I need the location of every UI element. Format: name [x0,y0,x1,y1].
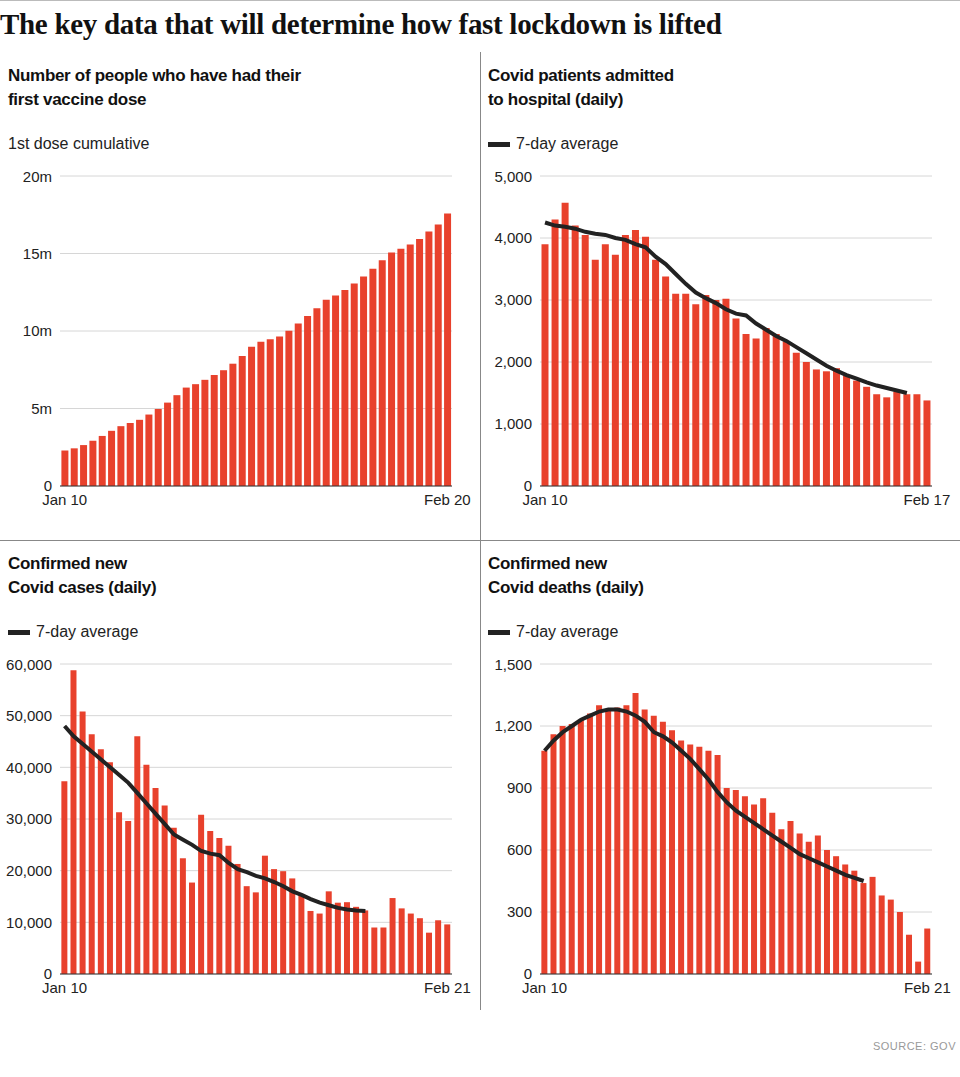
svg-text:0: 0 [44,477,52,494]
svg-text:0: 0 [524,477,532,494]
svg-text:20m: 20m [23,168,52,185]
svg-text:5m: 5m [31,400,52,417]
html-text:7-day average: 7-day average [516,135,619,152]
svg-text:1,000: 1,000 [494,415,532,432]
svg-text:4,000: 4,000 [494,229,532,246]
svg-text:Feb 21: Feb 21 [904,979,951,996]
svg-text:2,000: 2,000 [494,353,532,370]
svg-text:20,000: 20,000 [8,862,52,879]
svg-text:900: 900 [507,779,532,796]
svg-text:50,000: 50,000 [8,707,52,724]
svg-text:40,000: 40,000 [8,759,52,776]
svg-text:Jan 10: Jan 10 [42,490,88,508]
svg-text:60,000: 60,000 [8,656,52,673]
svg-text:10,000: 10,000 [8,914,52,931]
html-text:7-day average: 7-day average [516,623,619,640]
html-text:Covid patients admitted to hos: Covid patients admitted to hospital (dai… [488,66,674,109]
svg-text:1,200: 1,200 [494,717,532,734]
html-text:7-day average: 7-day average [36,623,139,640]
html-text:The key data that will determi: The key data that will determine how fas… [0,8,722,40]
svg-text:Feb 20: Feb 20 [424,491,471,508]
svg-text:Jan 10: Jan 10 [42,978,88,996]
svg-text:600: 600 [507,841,532,858]
html-text:Confirmed new Covid deaths (da: Confirmed new Covid deaths (daily) [488,554,644,597]
svg-text:3,000: 3,000 [494,291,532,308]
svg-text:10m: 10m [23,322,52,339]
svg-text:Jan 10: Jan 10 [522,490,568,508]
svg-text:15m: 15m [23,245,52,262]
html-text:Number of people who have had: Number of people who have had their firs… [8,66,301,109]
svg-text:1,500: 1,500 [494,656,532,673]
svg-text:0: 0 [524,965,532,982]
html-text:Confirmed new Covid cases (dai: Confirmed new Covid cases (daily) [8,554,157,597]
svg-text:Feb 17: Feb 17 [904,491,951,508]
svg-text:Feb 21: Feb 21 [424,979,471,996]
svg-text:300: 300 [507,903,532,920]
html-text:SOURCE: GOV: SOURCE: GOV [872,1040,956,1052]
svg-text:30,000: 30,000 [8,810,52,827]
html-text:1st dose cumulative: 1st dose cumulative [8,135,150,152]
svg-text:Jan 10: Jan 10 [522,978,568,996]
svg-text:5,000: 5,000 [494,168,532,185]
svg-text:0: 0 [44,965,52,982]
